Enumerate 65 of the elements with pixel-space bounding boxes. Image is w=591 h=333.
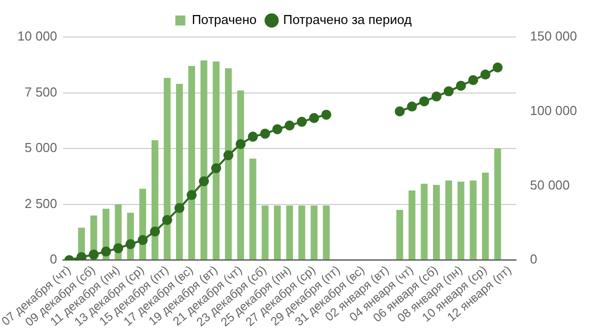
point [419, 96, 430, 106]
bar [224, 68, 232, 260]
point [260, 128, 270, 139]
point [138, 235, 148, 246]
point [211, 163, 222, 174]
bar [470, 180, 477, 260]
bar [494, 148, 502, 260]
point [284, 120, 295, 130]
point [296, 116, 307, 127]
legend-label: Потрачено [192, 12, 257, 28]
y2-tick-label: 100 000 [530, 102, 578, 118]
bar [152, 140, 158, 260]
point [236, 139, 246, 150]
bar [420, 184, 428, 260]
point [223, 150, 234, 160]
point [88, 250, 99, 260]
point [480, 70, 490, 80]
point [406, 102, 417, 112]
legend-label: Потрачено за период [283, 12, 412, 28]
point [100, 246, 111, 257]
y-tick-label: 0 [50, 252, 58, 267]
bar [262, 205, 269, 260]
point [456, 80, 466, 91]
bar [322, 205, 330, 260]
point [76, 252, 87, 260]
y-tick-label: 10 000 [17, 28, 58, 44]
y2-tick-label: 50 000 [530, 177, 570, 192]
point [309, 113, 320, 124]
bar [396, 210, 404, 260]
point [468, 75, 478, 86]
point [444, 86, 454, 96]
bar [408, 190, 416, 260]
bar [445, 180, 452, 260]
point [321, 110, 332, 120]
bar [164, 78, 171, 260]
point [248, 132, 258, 142]
point [394, 106, 405, 116]
bar [249, 158, 256, 260]
y-tick-label: 5 000 [24, 140, 58, 156]
bar [237, 90, 244, 260]
point [125, 239, 136, 250]
bar [212, 62, 220, 260]
point [186, 190, 197, 200]
point [150, 226, 160, 236]
point [162, 214, 172, 225]
bar [188, 66, 196, 260]
bar [482, 172, 489, 260]
bar [298, 205, 306, 260]
point [198, 176, 209, 186]
point [174, 203, 184, 214]
point [113, 243, 124, 254]
bar [310, 205, 318, 260]
y2-tick-label: 150 000 [530, 28, 578, 44]
bar [433, 184, 440, 260]
y-tick-label: 7 500 [24, 84, 58, 100]
bar [458, 182, 464, 260]
bar [286, 205, 293, 260]
bar [274, 205, 281, 260]
bar [176, 84, 183, 260]
point [272, 124, 282, 134]
point [431, 91, 442, 102]
y-tick-label: 2 500 [24, 196, 58, 211]
bar [200, 60, 208, 260]
y2-tick-label: 0 [530, 252, 538, 267]
point [492, 62, 503, 72]
